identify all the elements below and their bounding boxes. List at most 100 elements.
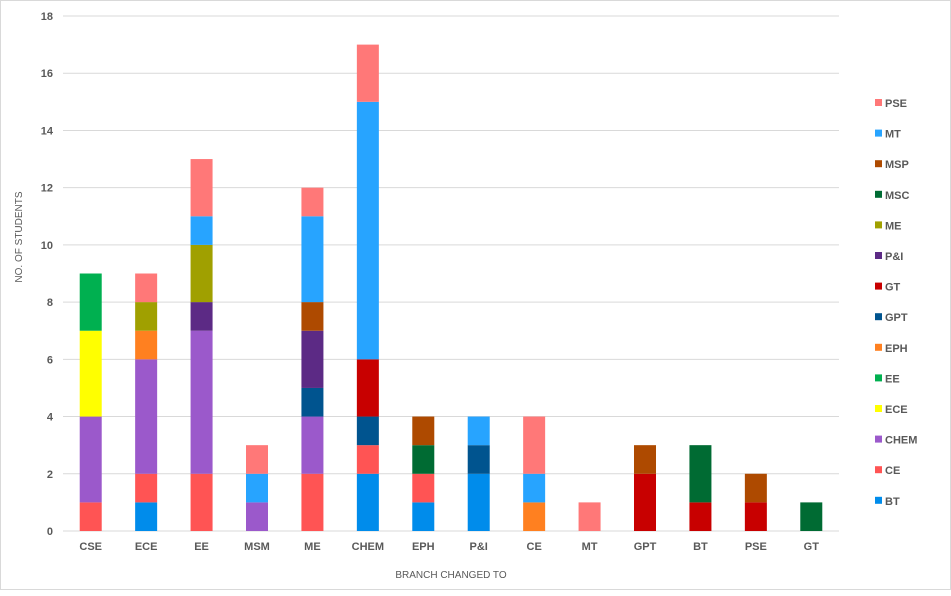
bar-segment-CHEM-MT: [356, 101, 379, 360]
bar-segment-ECE-CE: [135, 473, 158, 503]
x-tick-label: ECE: [135, 541, 158, 553]
bar-segment-EE-CE: [190, 473, 213, 531]
legend-swatch-MSC: [875, 190, 882, 198]
bar-segment-GPT-MSP: [634, 445, 656, 474]
y-tick-labels: 0 2 4 6 8 10 12 14 16 18: [41, 11, 54, 538]
legend-label: EE: [885, 373, 900, 385]
legend-label: ECE: [885, 404, 908, 416]
bar-segment-EPH-MSP: [412, 416, 435, 446]
bar-segment-EPH-MSC: [412, 445, 435, 474]
bar-segment-CSE-CHEM: [79, 416, 102, 503]
legend-swatch-ME: [875, 221, 882, 229]
legend-label: MSP: [885, 159, 909, 171]
bar-segment-MSM-PSE: [246, 445, 268, 474]
legend-swatch-BT: [875, 496, 882, 504]
x-tick-label: MT: [582, 541, 598, 553]
bar-segment-EE-MT: [190, 216, 213, 245]
legend-swatch-MSP: [875, 160, 882, 168]
bar-segment-EPH-BT: [412, 502, 435, 531]
bar-segment-CHEM-PSE: [356, 44, 379, 102]
y-tick-label: 18: [41, 11, 53, 23]
legend-swatch-PSE: [875, 99, 882, 106]
y-tick-label: 10: [41, 240, 53, 252]
bar-segment-ME-CHEM: [301, 416, 324, 474]
x-tick-label: EE: [194, 541, 209, 553]
y-axis-label: NO. OF STUDENTS: [14, 191, 25, 282]
gridlines: [63, 15, 839, 532]
y-tick-label: 12: [41, 183, 53, 195]
legend-label: P&I: [885, 251, 903, 263]
bar-segment-PSE-GT: [744, 502, 767, 531]
legend-swatch-EPH: [875, 343, 882, 351]
bar-segment-CSE-ECE: [79, 330, 102, 417]
bar-segment-CSE-EE: [79, 273, 102, 331]
bar-segment-GPT-GT: [634, 473, 656, 531]
legend-label: PSE: [885, 98, 907, 110]
bar-segment-ECE-PSE: [135, 273, 158, 303]
bar-segment-GT-MSC: [800, 502, 823, 531]
legend-swatch-CE: [875, 466, 882, 474]
bar-segment-ECE-CHEM: [135, 359, 158, 474]
bar-segment-ECE-BT: [135, 502, 158, 531]
bar-segment-CHEM-GT: [356, 359, 379, 417]
y-tick-label: 2: [47, 469, 53, 481]
bar-segment-ME-GPT: [301, 387, 324, 417]
bar-segment-EE-PSE: [190, 159, 213, 217]
legend-label: CHEM: [885, 435, 917, 447]
bar-segment-P&I-GPT: [467, 445, 490, 474]
bar-segment-BT-MSC: [689, 445, 712, 503]
y-tick-label: 8: [47, 297, 53, 309]
y-tick-label: 0: [47, 526, 53, 538]
legend-label: MSC: [885, 190, 910, 202]
bar-segment-P&I-BT: [467, 473, 490, 531]
bar-segment-BT-GT: [689, 502, 712, 531]
legend: PSE MT MSP MSC ME P&I GT GPT EPH EE ECE CHEM CE BT: [875, 98, 917, 508]
bar-segment-ECE-EPH: [135, 330, 158, 360]
bar-segment-CE-EPH: [523, 502, 546, 531]
legend-swatch-GT: [875, 282, 882, 290]
legend-swatch-P&I: [875, 252, 882, 259]
bar-segment-PSE-MSP: [744, 473, 767, 503]
y-tick-label: 4: [47, 412, 54, 424]
bar-segment-CE-MT: [523, 473, 546, 503]
bar-segment-EE-CHEM: [190, 330, 213, 474]
x-tick-label: MSM: [244, 541, 270, 553]
bar-segment-CE-PSE: [523, 416, 546, 474]
x-tick-label: GPT: [634, 541, 657, 553]
legend-swatch-EE: [875, 374, 882, 382]
legend-label: GPT: [885, 312, 908, 324]
legend-label: ME: [885, 220, 902, 232]
bar-segment-EPH-CE: [412, 473, 435, 503]
legend-swatch-ECE: [875, 405, 882, 412]
legend-label: GT: [885, 282, 901, 294]
legend-swatch-GPT: [875, 313, 882, 321]
bar-segment-ME-P&I: [301, 330, 324, 388]
bar-segment-P&I-MT: [467, 416, 490, 446]
x-tick-label: BT: [693, 541, 708, 553]
x-tick-labels: CSE ECE EE MSM ME CHEM EPH P&I CE MT GPT BT PSE GT: [79, 541, 819, 553]
legend-swatch-MT: [875, 129, 882, 137]
bar-segment-MSM-CHEM: [246, 502, 268, 531]
y-tick-label: 16: [41, 68, 53, 80]
bar-segment-ME-MSP: [301, 302, 324, 331]
x-tick-label: CSE: [79, 541, 102, 553]
legend-label: MT: [885, 129, 901, 141]
bar-segment-ME-PSE: [301, 187, 324, 217]
bar-segment-ECE-ME: [135, 302, 158, 331]
x-axis-label: BRANCH CHANGED TO: [395, 570, 507, 581]
bar-segment-EE-ME: [190, 244, 213, 303]
bar-segment-CSE-CE: [79, 502, 102, 531]
x-tick-label: EPH: [412, 541, 435, 553]
bar-segment-EE-P&I: [190, 302, 213, 331]
bars: [79, 44, 823, 531]
bar-segment-MT-PSE: [578, 502, 601, 531]
bar-segment-CHEM-BT: [356, 473, 379, 531]
bar-segment-MSM-MT: [246, 473, 268, 503]
y-tick-label: 6: [47, 354, 53, 366]
bar-segment-CHEM-CE: [356, 445, 379, 474]
legend-label: BT: [885, 496, 900, 508]
y-tick-label: 14: [41, 125, 54, 137]
x-tick-label: P&I: [470, 541, 488, 553]
